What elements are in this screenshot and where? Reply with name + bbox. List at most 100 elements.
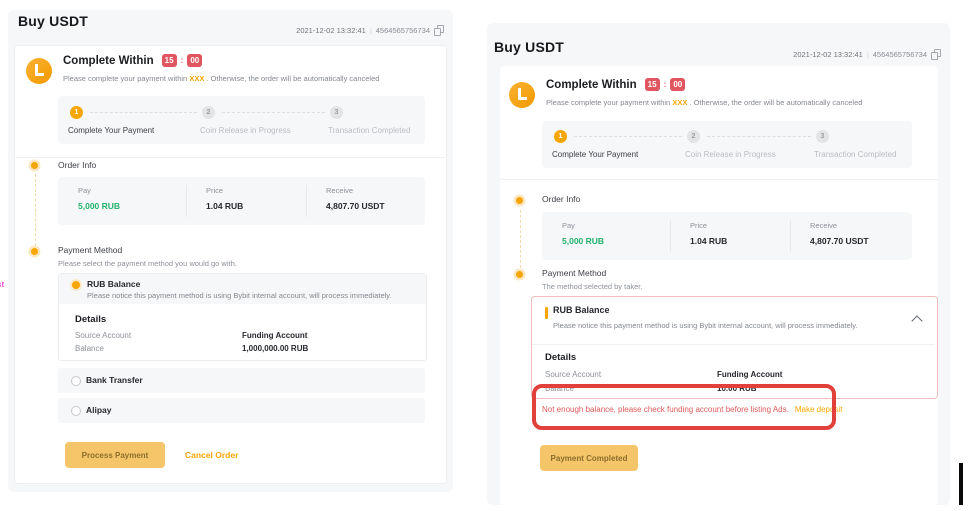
source-account-label: Source Account — [75, 331, 132, 340]
make-deposit-link[interactable]: Make deposit — [794, 405, 843, 414]
copy-icon[interactable] — [434, 25, 444, 36]
step-3-circle: 3 — [816, 130, 829, 143]
step-1-label: Complete Your Payment — [552, 150, 639, 159]
pay-value: 5,000 RUB — [78, 201, 121, 211]
details-heading: Details — [545, 352, 577, 363]
timer-note: Please complete your payment within XXX … — [546, 98, 862, 107]
step-connector — [222, 112, 325, 113]
chevron-up-icon[interactable] — [911, 315, 923, 327]
payment-method-subtitle: Please select the payment method you wou… — [58, 259, 237, 268]
step-2-label: Coin Release in Progress — [685, 150, 776, 159]
step-connector — [707, 136, 811, 137]
clock-icon — [509, 82, 535, 108]
price-label: Price — [690, 221, 708, 230]
selected-marker-bar — [545, 307, 548, 319]
price-value: 1.04 RUB — [206, 201, 244, 211]
timer-colon: : — [180, 56, 184, 65]
column-divider — [670, 220, 671, 252]
clock-icon — [26, 58, 52, 84]
timer-note-prefix: Please complete your payment within — [546, 98, 673, 107]
price-label: Price — [206, 186, 224, 195]
order-info-box: Pay 5,000 RUB Price 1.04 RUB Receive 4,8… — [58, 177, 425, 225]
payment-method-bullet — [516, 271, 523, 278]
step-3-circle: 3 — [330, 106, 343, 119]
payment-option-header — [59, 274, 426, 304]
timer-note-highlight: XXX — [672, 98, 688, 107]
error-text: Not enough balance, please check funding… — [542, 405, 789, 414]
receive-label: Receive — [810, 221, 838, 230]
progress-steps: 1 2 3 Complete Your Payment Coin Release… — [542, 121, 912, 168]
text-cursor-artifact — [959, 463, 963, 505]
timer-note-suffix: . Otherwise, the order will be automatic… — [204, 74, 380, 83]
page-title: Buy USDT — [18, 13, 89, 29]
order-timestamp: 2021-12-02 13:32:41 — [296, 25, 366, 35]
order-info-heading: Order Info — [58, 160, 97, 170]
receive-value: 4,807.70 USDT — [810, 236, 869, 246]
process-payment-button[interactable]: Process Payment — [65, 442, 165, 468]
payment-option-notice: Please notice this payment method is usi… — [87, 291, 392, 300]
order-card: Complete Within 15 : 00 Please complete … — [500, 66, 938, 505]
receive-label: Receive — [326, 186, 354, 195]
meta-separator: | — [369, 25, 372, 35]
order-info-bullet — [31, 162, 38, 169]
source-account-label: Source Account — [545, 370, 602, 379]
timer-note-highlight: XXX — [189, 74, 205, 83]
payment-option-notice: Please notice this payment method is usi… — [553, 321, 858, 330]
section-connector — [520, 210, 521, 278]
timer-minutes: 15 — [161, 54, 177, 67]
balance-label: Balance — [545, 384, 574, 393]
radio-unselected-icon[interactable] — [71, 406, 81, 416]
timer-seconds: 00 — [187, 54, 203, 67]
error-highlight-annotation — [532, 384, 836, 430]
step-1-circle: 1 — [554, 130, 567, 143]
step-2-circle: 2 — [202, 106, 215, 119]
payment-option-bank-transfer[interactable]: Bank Transfer — [58, 368, 425, 393]
column-divider — [186, 185, 187, 217]
step-2-circle: 2 — [687, 130, 700, 143]
payment-option-rub-balance-expanded[interactable]: RUB Balance Please notice this payment m… — [531, 296, 938, 399]
order-id: 4564565756734 — [375, 25, 430, 35]
payment-method-bullet — [31, 248, 38, 255]
price-value: 1.04 RUB — [690, 236, 728, 246]
step-1-circle: 1 — [70, 106, 83, 119]
cancel-order-button[interactable]: Cancel Order — [185, 450, 239, 460]
radio-selected-icon[interactable] — [72, 281, 80, 289]
payment-option-name: Alipay — [86, 405, 112, 415]
divider — [500, 179, 938, 180]
payment-option-rub-balance[interactable]: RUB Balance Please notice this payment m… — [58, 273, 427, 361]
buy-usdt-panel-left: Buy USDT 2021-12-02 13:32:41 | 456456575… — [8, 10, 453, 492]
payment-method-heading: Payment Method — [58, 245, 123, 255]
balance-value: 10.00 RUB — [717, 384, 757, 393]
timer-note-suffix: . Otherwise, the order will be automatic… — [687, 98, 863, 107]
timer-minutes: 15 — [644, 78, 660, 91]
balance-label: Balance — [75, 344, 104, 353]
timer-row: Complete Within 15 : 00 — [546, 78, 686, 91]
timer-note: Please complete your payment within XXX … — [63, 74, 379, 83]
radio-unselected-icon[interactable] — [71, 376, 81, 386]
payment-option-name: Bank Transfer — [86, 375, 143, 385]
timer-note-prefix: Please complete your payment within — [63, 74, 190, 83]
order-id: 4564565756734 — [872, 49, 927, 59]
balance-value: 1,000,000.00 RUB — [242, 344, 309, 353]
step-2-label: Coin Release in Progress — [200, 126, 291, 135]
copy-icon[interactable] — [931, 49, 941, 60]
timer-seconds: 00 — [670, 78, 686, 91]
payment-option-name: RUB Balance — [87, 279, 141, 289]
payment-method-heading: Payment Method — [542, 268, 607, 278]
column-divider — [790, 220, 791, 252]
payment-completed-button[interactable]: Payment Completed — [540, 445, 638, 471]
source-account-value: Funding Account — [242, 331, 308, 340]
progress-steps: 1 2 3 Complete Your Payment Coin Release… — [58, 96, 425, 144]
receive-value: 4,807.70 USDT — [326, 201, 385, 211]
meta-separator: | — [866, 49, 869, 59]
order-info-box: Pay 5,000 RUB Price 1.04 RUB Receive 4,8… — [542, 212, 912, 260]
timer-heading: Complete Within — [546, 78, 637, 91]
pay-label: Pay — [562, 221, 575, 230]
step-connector — [574, 136, 682, 137]
details-heading: Details — [75, 314, 107, 325]
pay-label: Pay — [78, 186, 91, 195]
payment-option-alipay[interactable]: Alipay — [58, 398, 425, 423]
pay-value: 5,000 RUB — [562, 236, 605, 246]
divider — [532, 344, 935, 345]
edge-annotation-fragment: st — [0, 280, 5, 289]
